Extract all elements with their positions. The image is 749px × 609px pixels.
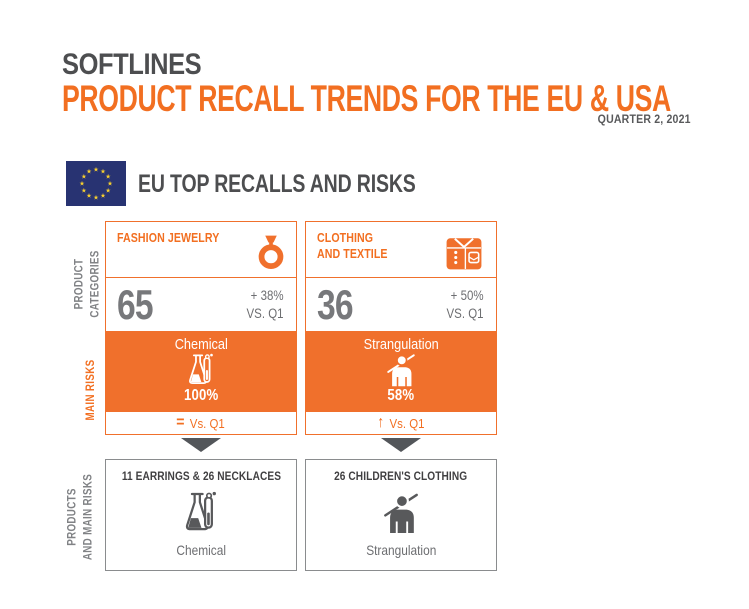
category-card-clothing-textile: CLOTHING AND TEXTILE 36 + 50% VS. Q1 Str… [305,221,497,435]
risk-name: Strangulation [363,336,439,353]
recall-count: 36 [317,280,354,328]
recall-count-row: 65 + 38% VS. Q1 [106,278,296,331]
detail-box-fashion-jewelry: 11 EARRINGS & 26 NECKLACES Chemical [105,459,297,571]
change-vs-q1: + 50% VS. Q1 [446,287,484,321]
date-label: QUARTER 2, 2021 [597,112,691,126]
risk-trend-row: = Vs. Q1 [106,412,296,434]
main-risk-block: Strangulation 58% [306,331,496,412]
rail-label-products-and-main-risks: PRODUCTS AND MAIN RISKS [66,473,94,561]
trend-label: Vs. Q1 [389,415,425,431]
rail-label-product-categories: PRODUCT CATEGORIES [73,250,101,318]
category-name: FASHION JEWELRY [117,231,220,245]
card-header: CLOTHING AND TEXTILE [306,222,496,278]
card-header: FASHION JEWELRY [106,222,296,278]
recall-count-row: 36 + 50% VS. Q1 [306,278,496,331]
flask-icon [185,491,216,531]
main-risk-block: Chemical 100% [106,331,296,412]
risk-trend-row: ↑ Vs. Q1 [306,412,496,434]
detail-title: 11 EARRINGS & 26 NECKLACES [121,471,281,483]
arrow-up-icon: ↑ [377,414,385,431]
triangle-down-icon [181,438,221,452]
equal-icon: = [176,414,185,431]
section-title: EU TOP RECALLS AND RISKS [138,170,416,198]
category-card-fashion-jewelry: FASHION JEWELRY 65 + 38% VS. Q1 Chemical [105,221,297,435]
rail-label-main-risks: MAIN RISKS [85,359,98,421]
trend-label: Vs. Q1 [190,415,226,431]
category-name: CLOTHING AND TEXTILE [317,231,388,262]
flask-icon [189,353,213,385]
strangulation-icon [387,354,415,387]
page-title: PRODUCT RECALL TRENDS FOR THE EU & USA [62,78,671,119]
risk-percent: 100% [183,387,219,404]
risk-name: Chemical [174,336,228,353]
recall-count: 65 [117,280,154,328]
detail-risk-label: Strangulation [365,542,437,558]
triangle-down-icon [381,438,421,452]
risk-percent: 58% [387,387,415,404]
shirt-icon [446,237,482,270]
kicker: SOFTLINES [62,48,202,81]
eu-flag-icon [66,161,126,206]
change-vs-q1: + 38% VS. Q1 [246,287,284,321]
ring-icon [258,235,284,270]
detail-title: 26 CHILDREN'S CLOTHING [334,471,468,483]
detail-box-clothing-textile: 26 CHILDREN'S CLOTHING Strangulation [305,459,497,571]
detail-risk-label: Chemical [176,542,226,558]
strangulation-icon [384,493,418,533]
